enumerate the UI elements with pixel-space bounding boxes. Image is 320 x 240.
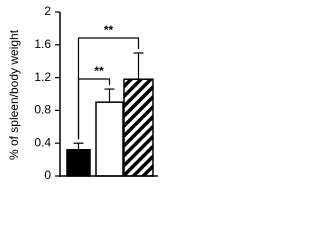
significance-label: **	[94, 64, 104, 78]
significance-bracket	[77, 37, 140, 140]
bar	[66, 149, 91, 177]
bar	[123, 78, 154, 177]
y-tick-label: 0	[44, 168, 51, 182]
y-tick-label: 1.6	[34, 37, 51, 51]
y-tick-label: 0.4	[34, 135, 51, 149]
y-tick-label: 2	[44, 4, 51, 18]
bar	[95, 101, 124, 177]
y-tick-label: 1.2	[34, 70, 51, 84]
y-axis-label: % of spleen/body weight	[7, 29, 21, 160]
significance-label: **	[104, 23, 114, 37]
y-tick-label: 0.8	[34, 103, 51, 117]
chart: % of spleen/body weight 0 0.4 0.8 1.2 1.6 2 **…	[7, 4, 158, 182]
